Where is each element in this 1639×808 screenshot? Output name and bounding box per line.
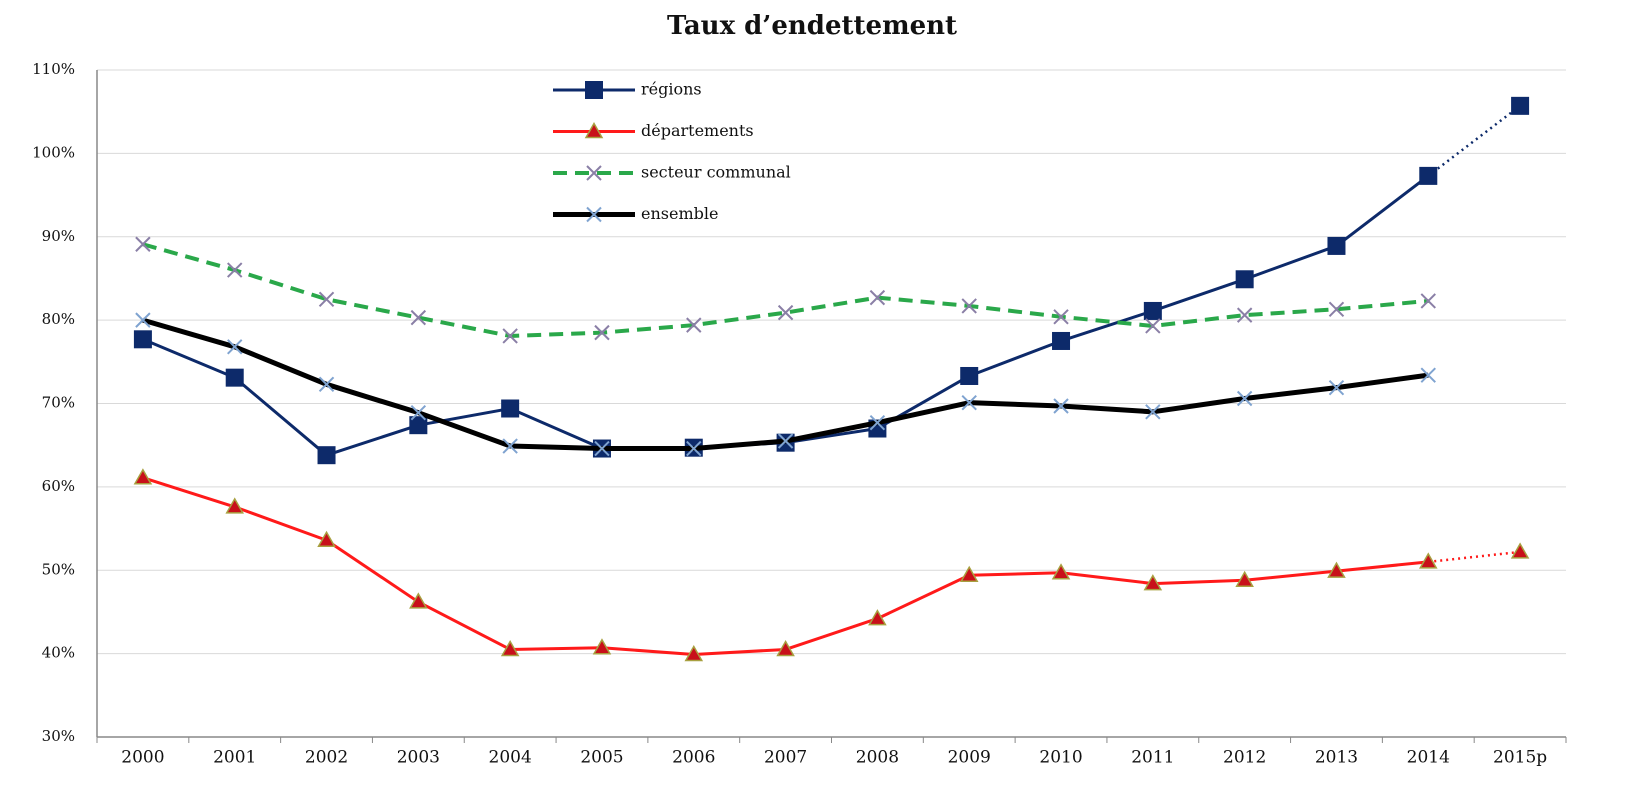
y-tick-label: 80% <box>42 310 75 328</box>
marker <box>869 289 886 306</box>
marker <box>686 440 702 457</box>
x-tick-label: 2010 <box>1039 748 1082 768</box>
marker <box>594 440 610 457</box>
marker <box>776 639 795 657</box>
marker <box>410 309 427 326</box>
marker <box>868 609 887 626</box>
marker <box>1235 570 1254 588</box>
series-line <box>142 242 1429 338</box>
marker <box>1051 563 1071 580</box>
y-tick-label: 50% <box>42 560 75 578</box>
marker <box>1143 301 1162 320</box>
projection-line <box>1427 104 1521 177</box>
marker <box>1145 318 1161 334</box>
marker <box>502 328 518 344</box>
marker <box>318 376 335 393</box>
marker <box>1420 367 1436 383</box>
marker <box>225 368 244 387</box>
marker <box>225 497 245 514</box>
marker <box>584 121 604 139</box>
marker <box>317 530 336 547</box>
marker <box>135 312 151 328</box>
x-tick-label: 2015p <box>1493 748 1547 768</box>
marker <box>1143 574 1163 591</box>
marker <box>959 565 979 583</box>
marker <box>586 165 602 181</box>
x-tick-label: 2004 <box>489 748 532 768</box>
marker <box>502 438 518 454</box>
chart-title: Taux d’endettement <box>667 11 957 41</box>
marker <box>777 433 794 449</box>
x-tick-label: 2014 <box>1407 748 1450 768</box>
marker <box>594 324 610 341</box>
marker <box>586 206 602 223</box>
marker <box>592 638 612 655</box>
x-tick-label: 2005 <box>580 748 623 768</box>
legend-label: régions <box>641 80 702 99</box>
series-line <box>142 476 1429 656</box>
x-tick-label: 2009 <box>948 748 991 768</box>
marker <box>409 592 428 609</box>
marker <box>1328 301 1345 317</box>
marker <box>227 339 243 355</box>
x-tick-label: 2013 <box>1315 748 1358 768</box>
marker <box>501 399 520 418</box>
x-tick-label: 2006 <box>672 748 715 768</box>
x-tick-label: 2003 <box>397 748 440 768</box>
marker <box>1236 307 1253 323</box>
y-tick-label: 70% <box>42 394 75 412</box>
x-tick-label: 2002 <box>305 748 348 768</box>
marker <box>500 639 520 657</box>
projection-line <box>1428 550 1521 564</box>
marker <box>585 81 603 99</box>
marker <box>227 262 243 278</box>
marker <box>1145 404 1161 420</box>
marker <box>1420 293 1436 309</box>
marker <box>960 366 979 385</box>
marker <box>961 298 977 314</box>
marker <box>1235 270 1254 289</box>
legend-label: départements <box>641 121 754 140</box>
marker <box>1053 398 1069 414</box>
x-tick-label: 2001 <box>213 748 256 768</box>
marker <box>1419 166 1438 185</box>
marker <box>318 291 335 307</box>
marker <box>1328 379 1345 396</box>
marker <box>1052 331 1071 350</box>
x-tick-label: 2007 <box>764 748 807 768</box>
marker <box>1510 542 1530 559</box>
marker <box>135 236 151 252</box>
legend-label: secteur communal <box>641 163 791 182</box>
y-tick-label: 30% <box>42 727 75 745</box>
marker <box>1327 236 1346 255</box>
marker <box>317 446 336 465</box>
x-tick-label: 2000 <box>121 748 164 768</box>
y-tick-label: 110% <box>32 60 75 78</box>
marker <box>133 468 153 485</box>
marker <box>686 317 702 333</box>
marker <box>410 404 427 421</box>
y-tick-label: 90% <box>42 227 75 245</box>
marker <box>777 304 794 321</box>
marker <box>961 394 977 411</box>
marker <box>684 644 704 662</box>
marker <box>1418 552 1438 569</box>
marker <box>1053 309 1069 325</box>
marker <box>133 330 152 349</box>
y-tick-label: 60% <box>42 477 75 495</box>
marker <box>1511 96 1530 115</box>
x-tick-label: 2011 <box>1131 748 1174 768</box>
marker <box>869 414 886 431</box>
y-tick-label: 40% <box>42 644 75 662</box>
x-tick-label: 2012 <box>1223 748 1266 768</box>
series-line <box>142 317 1429 452</box>
marker <box>1327 561 1346 578</box>
y-tick-label: 100% <box>32 143 75 161</box>
legend-label: ensemble <box>641 204 718 223</box>
marker <box>409 416 428 435</box>
x-tick-label: 2008 <box>856 748 899 768</box>
marker <box>1236 390 1253 407</box>
